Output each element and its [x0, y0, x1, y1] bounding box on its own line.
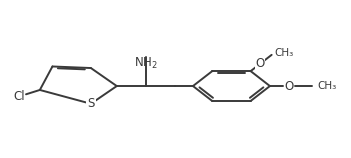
Text: CH₃: CH₃	[317, 81, 336, 91]
Text: O: O	[285, 79, 294, 93]
Text: S: S	[87, 97, 94, 110]
Text: CH₃: CH₃	[274, 48, 293, 58]
Text: O: O	[256, 57, 265, 70]
Text: Cl: Cl	[13, 90, 25, 103]
Text: NH$_2$: NH$_2$	[134, 56, 158, 71]
